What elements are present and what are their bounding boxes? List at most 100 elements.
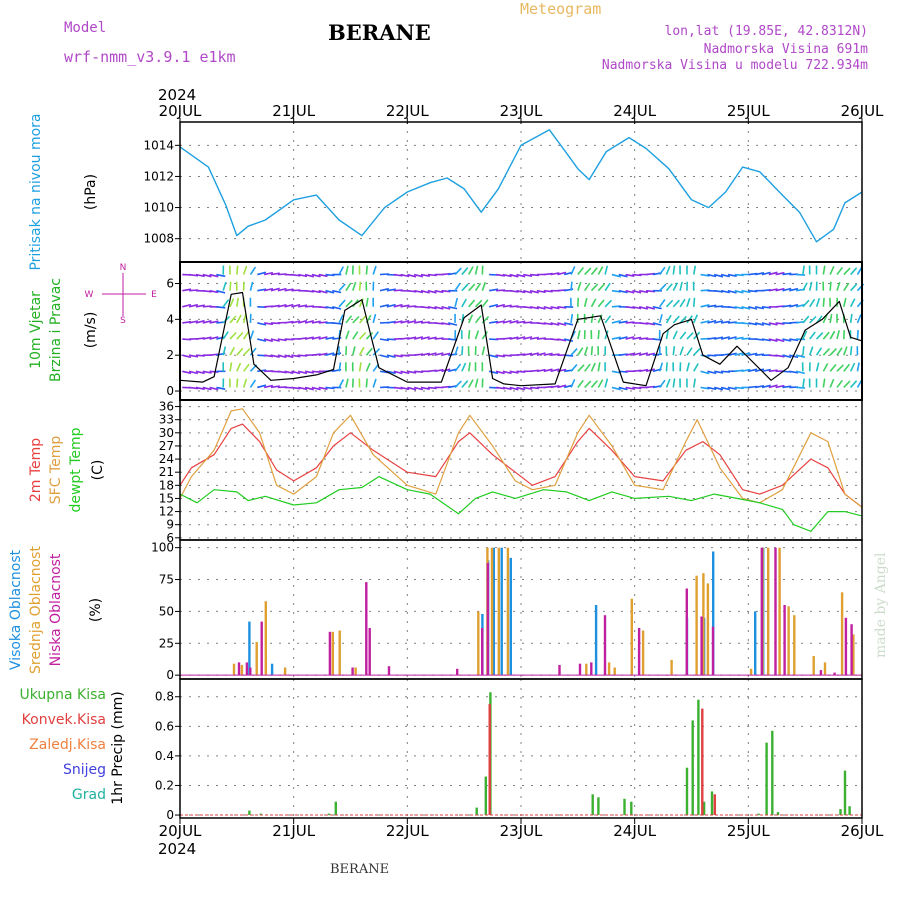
wind-arrow: [263, 338, 273, 343]
wind-arrow: [741, 368, 751, 373]
wind-arrow: [850, 380, 858, 388]
wind-arrow: [318, 386, 328, 390]
wind-arrow: [502, 370, 512, 375]
wind-arrow: [604, 282, 611, 292]
wind-arrow: [665, 362, 668, 372]
wind-arrow: [741, 352, 751, 356]
wind-arrow: [454, 267, 462, 276]
wind-arrow: [488, 354, 499, 358]
wind-arrow: [672, 378, 676, 388]
wind-arrow: [523, 289, 533, 294]
y-tick-label: 0.6: [155, 719, 174, 733]
model-label: Model: [64, 20, 107, 36]
wind-arrow: [222, 346, 227, 356]
wind-arrow: [325, 289, 335, 294]
wind-arrow: [352, 331, 359, 340]
wind-arrow: [345, 330, 350, 340]
bar-visoka-oblacnost: [492, 547, 495, 676]
wind-arrow: [856, 314, 862, 324]
wind-arrow: [829, 348, 837, 356]
y-tick-label: 21: [159, 465, 174, 479]
wind-arrow: [509, 289, 519, 293]
wind-arrow: [263, 322, 274, 326]
x-tick-label-bottom: 23JUL: [500, 822, 543, 840]
bar-ukupna-kisa: [623, 798, 626, 816]
wind-arrow: [850, 283, 858, 292]
wind-arrow: [808, 346, 814, 356]
bar-srednja-oblacnost: [613, 667, 616, 676]
wind-arrow: [441, 322, 451, 326]
wind-arrow: [597, 299, 605, 308]
wind-arrow: [372, 313, 377, 324]
wind-arrow: [352, 315, 360, 324]
wind-arrow: [236, 297, 239, 307]
bar-srednja-oblacnost: [702, 573, 705, 676]
wind-arrow: [393, 303, 403, 308]
wind-arrow: [782, 385, 792, 389]
wind-arrow: [379, 287, 389, 292]
wind-arrow: [727, 289, 737, 294]
wind-arrow: [604, 299, 612, 308]
bar-srednja-oblacnost: [670, 659, 673, 676]
wind-arrow: [795, 303, 805, 308]
wind-arrow: [802, 330, 808, 340]
bar-srednja-oblacnost: [823, 662, 827, 676]
wind-arrow: [529, 289, 539, 294]
cloud-unit: (%): [88, 598, 104, 622]
wind-arrow: [242, 314, 247, 324]
wind-arrow: [420, 273, 430, 277]
wind-arrow: [468, 299, 476, 308]
wind-arrow: [270, 385, 280, 389]
wind-arrow: [775, 271, 785, 276]
bar-srednja-oblacnost: [490, 547, 494, 676]
wind-arrow: [590, 298, 597, 308]
wind-arrow: [645, 289, 656, 293]
wind-arrow: [557, 384, 567, 389]
wind-arrow: [809, 315, 817, 324]
wind-arrow: [550, 272, 560, 276]
wind-arrow: [345, 378, 349, 388]
wind-arrow: [720, 353, 731, 356]
y-tick-label: 33: [159, 413, 174, 427]
bar-srednja-oblacnost: [641, 630, 645, 676]
bar-ukupna-kisa: [839, 809, 842, 815]
bar-niska-oblacnost: [368, 628, 371, 676]
bar-visoka-oblacnost: [500, 547, 503, 676]
bar-srednja-oblacnost: [852, 634, 855, 676]
wind-arrow: [249, 266, 257, 275]
temp-sfc-title: SFC Temp: [48, 436, 64, 505]
wind-arrow: [836, 281, 841, 291]
wind-arrow: [393, 354, 403, 358]
wind-arrow: [577, 347, 584, 356]
wind-arrow: [325, 352, 335, 356]
wind-arrow: [448, 306, 458, 310]
wind-arrow: [543, 352, 553, 356]
wind-arrow: [782, 272, 792, 276]
wind-arrow: [270, 354, 280, 358]
wind-arrow: [836, 364, 844, 372]
wind-arrow: [529, 336, 540, 340]
wind-arrow: [236, 347, 244, 356]
wind-arrow: [516, 289, 526, 294]
wind-arrow: [564, 338, 574, 342]
y-tick-label: 30: [159, 426, 174, 440]
wind-arrow: [822, 265, 826, 275]
wind-arrow: [516, 273, 526, 278]
wind-arrow: [789, 338, 799, 342]
bar-srednja-oblacnost: [749, 668, 753, 676]
wind-arrow: [557, 322, 567, 326]
bar-srednja-oblacnost: [840, 592, 844, 676]
wind-arrow: [420, 352, 430, 356]
bar-niska-oblacnost: [481, 628, 484, 676]
year-label-top: 2024: [158, 86, 196, 104]
wind-arrow: [557, 338, 567, 342]
wind-arrow: [761, 271, 771, 276]
wind-arrow: [536, 306, 546, 310]
wind-arrow: [570, 313, 574, 324]
wind-arrow: [754, 272, 765, 276]
wind-arrow: [461, 346, 464, 356]
x-tick-label-bottom: 22JUL: [386, 822, 429, 840]
wind-arrow: [509, 370, 519, 374]
wind-arrow: [249, 281, 254, 291]
wind-arrow: [448, 338, 458, 341]
